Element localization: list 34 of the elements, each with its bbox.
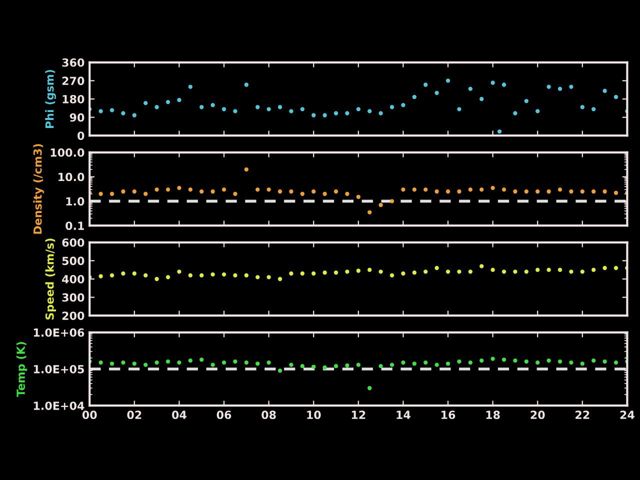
x-tick-label: 20	[530, 410, 545, 420]
y-tick-label: 0.1	[66, 222, 84, 230]
y-axis-title: Density (/cm3)	[33, 144, 44, 234]
x-tick-label: 16	[442, 410, 456, 420]
y-tick-label: 500	[62, 256, 84, 266]
y-tick-label: 600	[62, 238, 84, 247]
y-tick-label: 10.0	[58, 172, 84, 182]
y-tick-label: 200	[62, 312, 84, 320]
x-tick-label: 10	[307, 410, 321, 420]
y-axis-title: Temp (K)	[16, 342, 28, 397]
y-tick-label: 300	[62, 293, 84, 302]
y-tick-label: 360	[62, 58, 84, 67]
x-tick-label: 14	[396, 410, 410, 419]
y-tick-label: 0	[78, 132, 84, 140]
x-tick-label: 12	[352, 410, 366, 419]
y-tick-label: 1.0E+04	[34, 402, 84, 410]
x-tick-label: 24	[620, 410, 634, 419]
x-tick-label: 22	[576, 410, 590, 419]
x-tick-label: 04	[172, 410, 186, 420]
x-tick-label: 18	[486, 410, 500, 420]
y-tick-label: 90	[70, 113, 84, 122]
x-tick-label: 06	[216, 410, 232, 420]
x-tick-label: 00	[82, 410, 97, 420]
y-axis-title: Phi (gsm)	[45, 70, 56, 128]
y-tick-label: 1.0E+06	[34, 328, 84, 337]
y-tick-label: 1.0	[66, 197, 84, 206]
y-tick-label: 100.0	[50, 148, 84, 157]
x-tick-label: 02	[127, 410, 142, 420]
x-tick-label: 08	[262, 410, 276, 420]
y-tick-label: 1.0E+05	[34, 364, 84, 374]
y-tick-label: 180	[62, 94, 84, 104]
y-tick-label: 270	[62, 76, 84, 86]
y-axis-title: Speed (km/s)	[45, 238, 56, 320]
y-tick-label: 400	[62, 274, 84, 284]
